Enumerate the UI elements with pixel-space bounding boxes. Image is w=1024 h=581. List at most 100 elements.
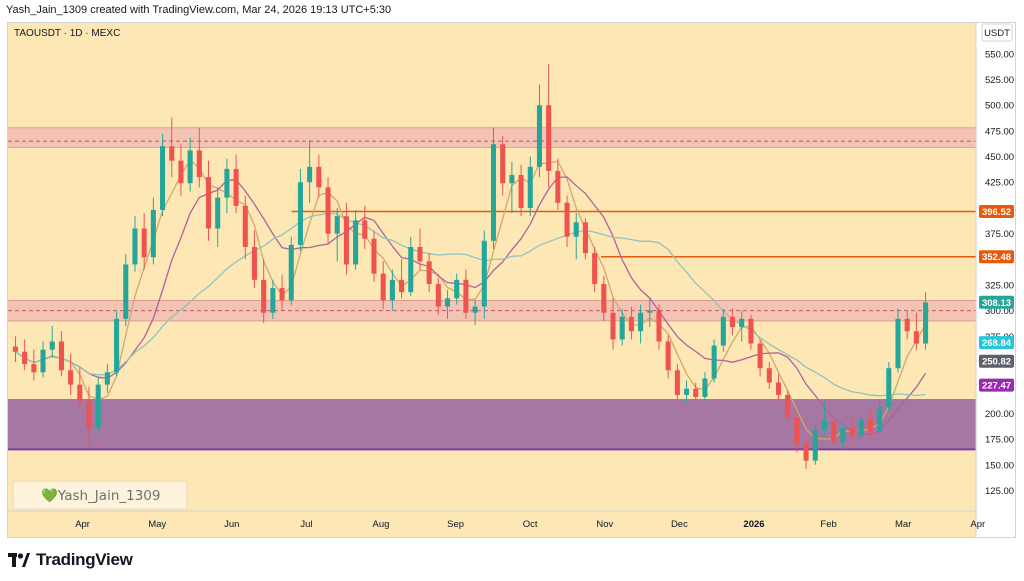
price-tag: [979, 295, 1014, 309]
candle-body: [766, 368, 772, 383]
candle-body: [169, 146, 175, 161]
price-tag-label: 227.47: [982, 381, 1011, 392]
candle-body: [353, 220, 359, 265]
x-tick-label: 2026: [743, 519, 764, 530]
candle-body: [40, 349, 46, 373]
y-tick-label: 200.00: [985, 409, 1014, 420]
candle-body: [68, 370, 74, 385]
candle-body: [647, 310, 653, 313]
tradingview-logo[interactable]: TradingView: [8, 550, 133, 570]
candle-body: [546, 105, 552, 171]
y-tick-label: 500.00: [985, 101, 1014, 112]
candle-body: [463, 279, 469, 313]
candle-body: [279, 288, 285, 301]
y-tick-label: 425.00: [985, 178, 1014, 189]
x-tick-label: Feb: [820, 519, 836, 530]
candle-body: [187, 150, 193, 184]
y-tick-label: 300.00: [985, 306, 1014, 317]
y-tick-label: 450.00: [985, 152, 1014, 163]
y-tick-label: 375.00: [985, 229, 1014, 240]
candle-body: [849, 427, 855, 437]
candle-body: [610, 312, 616, 340]
candle-body: [923, 302, 929, 344]
candle-body: [445, 298, 451, 307]
candle-body: [490, 144, 497, 241]
candle-body: [261, 279, 267, 313]
candle-body: [160, 146, 166, 210]
x-tick-label: Apr: [970, 519, 985, 530]
x-tick-label: Mar: [895, 519, 911, 530]
price-tag-label: 250.82: [982, 357, 1011, 368]
candle-body: [123, 264, 129, 319]
candle-body: [86, 401, 92, 428]
currency-box: [981, 23, 1013, 42]
candle-body: [656, 310, 662, 342]
candle-body: [399, 279, 405, 293]
x-tick-label: Oct: [523, 519, 538, 530]
candle-body: [417, 246, 423, 262]
candle-body: [178, 160, 184, 184]
candle-body: [224, 168, 230, 198]
resistance-zone: [8, 127, 976, 148]
price-tag-label: 396.52: [982, 207, 1011, 218]
candle-body: [619, 316, 625, 340]
price-tag: [979, 250, 1014, 264]
candle-body: [31, 364, 37, 373]
candle-body: [58, 341, 64, 371]
support-zone: [8, 399, 976, 450]
candle-body: [840, 427, 846, 443]
candle-body: [389, 279, 395, 301]
candle-body: [684, 388, 690, 395]
candle-body: [628, 316, 634, 332]
candle-body: [132, 228, 138, 265]
candle-body: [665, 341, 671, 371]
price-tag-label: 268.84: [982, 338, 1012, 349]
watermark-text: 💚Yash_Jain_1309: [41, 488, 160, 504]
candle-body: [693, 388, 699, 397]
candle-body: [638, 312, 644, 332]
candle-body: [104, 372, 110, 385]
candle-body: [812, 429, 818, 461]
x-tick-label: Nov: [596, 519, 613, 530]
x-tick-label: Dec: [671, 519, 688, 530]
price-tag: [979, 378, 1014, 392]
candle-body: [785, 394, 791, 418]
candle-body: [674, 370, 680, 395]
x-tick-label: Jul: [300, 519, 312, 530]
ma-fast-line: [15, 159, 927, 440]
candle-body: [601, 283, 607, 313]
candle-body: [702, 378, 708, 397]
tradingview-logo-icon: [8, 553, 30, 567]
x-tick-label: Aug: [373, 519, 390, 530]
candle-body: [316, 166, 322, 188]
candle-body: [739, 318, 745, 328]
candle-body: [582, 222, 588, 254]
x-tick-label: Sep: [447, 519, 464, 530]
candle-body: [821, 421, 827, 430]
candle-body: [867, 419, 873, 432]
x-tick-label: Apr: [75, 519, 90, 530]
x-tick-label: Jun: [224, 519, 239, 530]
candle-body: [481, 240, 487, 307]
chart-frame: [7, 22, 1016, 538]
candle-body: [334, 216, 340, 234]
candle-body: [564, 202, 570, 237]
candle-body: [380, 273, 386, 301]
y-tick-label: 475.00: [985, 126, 1014, 137]
candle-body: [555, 170, 561, 203]
symbol-label: TAOUSDT · 1D · MEXC: [14, 28, 120, 39]
candle-body: [205, 177, 212, 229]
candle-body: [711, 345, 717, 379]
candle-body: [775, 382, 782, 395]
candle-body: [536, 105, 542, 167]
candle-body: [729, 316, 736, 328]
candle-body: [877, 407, 883, 432]
price-tag: [979, 354, 1014, 368]
currency-label: USDT: [984, 28, 1010, 39]
candle-body: [12, 346, 18, 352]
candle-body: [95, 384, 101, 428]
candle-body: [307, 166, 313, 183]
price-tag: [979, 336, 1014, 350]
candle-body: [794, 417, 800, 445]
